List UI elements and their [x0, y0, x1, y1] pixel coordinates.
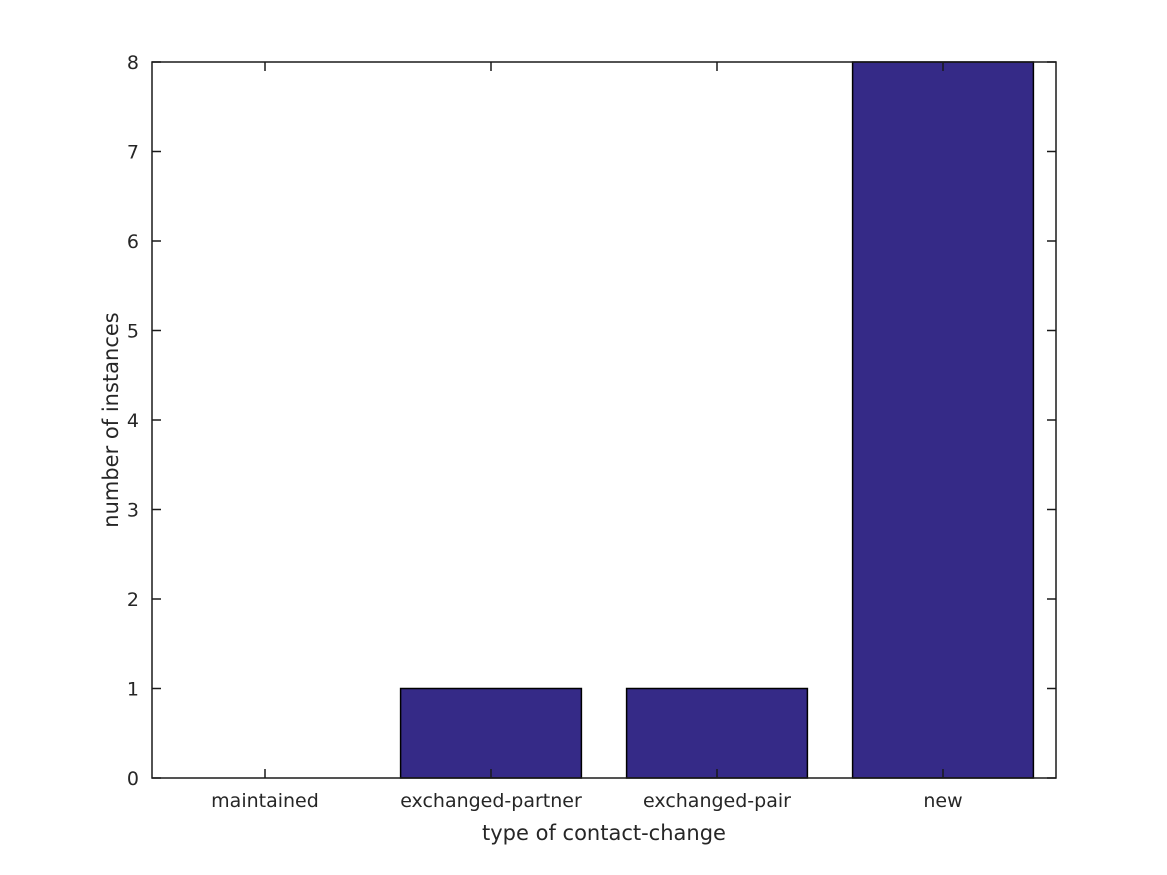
bar-new — [851, 61, 1035, 779]
labels-layer: type of contact-change number of instanc… — [99, 52, 963, 845]
axes-layer — [151, 61, 1057, 779]
bar-exchanged-pair — [625, 687, 809, 779]
x-axis-label: type of contact-change — [482, 821, 726, 845]
x-tick-label: exchanged-pair — [643, 790, 791, 812]
y-tick-label: 6 — [127, 231, 139, 253]
x-tick-label: exchanged-partner — [400, 790, 582, 812]
y-tick-label: 5 — [127, 321, 139, 343]
y-axis-label: number of instances — [99, 312, 123, 527]
y-tick-label: 0 — [127, 768, 139, 790]
y-tick-label: 8 — [127, 52, 139, 74]
bar-exchanged-partner — [399, 687, 583, 779]
y-tick-label: 2 — [127, 589, 139, 611]
y-tick-label: 3 — [127, 500, 139, 522]
y-tick-label: 4 — [127, 410, 139, 432]
x-tick-label: new — [923, 790, 962, 812]
bars-layer — [399, 61, 1035, 779]
y-tick-label: 7 — [127, 142, 139, 164]
x-tick-label: maintained — [211, 790, 319, 812]
y-tick-label: 1 — [127, 679, 139, 701]
